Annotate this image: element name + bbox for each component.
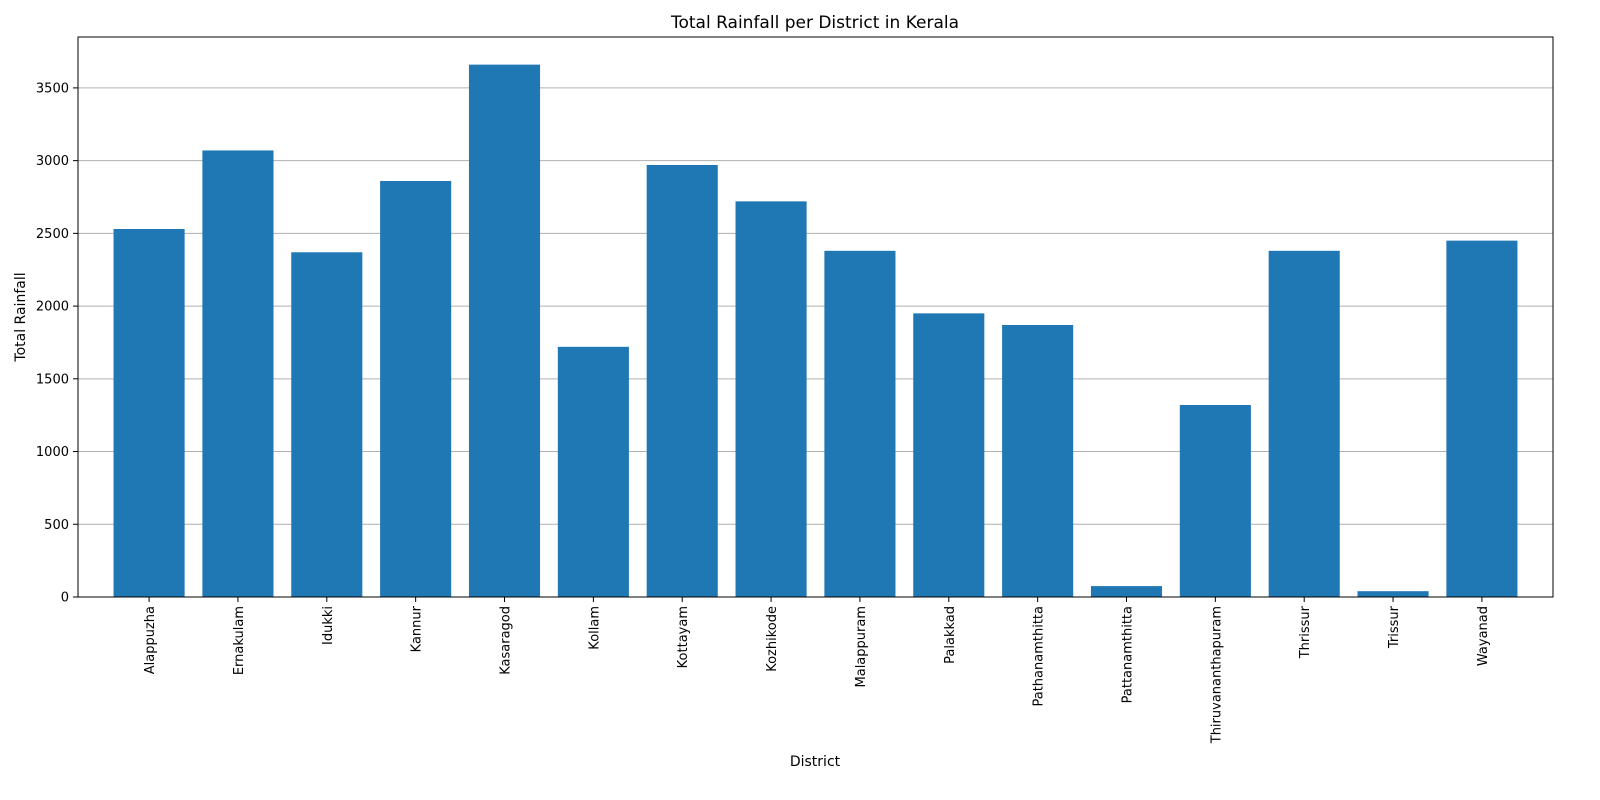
x-tick-label: Ernakulam [232,606,247,675]
bar-ernakulam [202,150,274,598]
x-tick-label: Kannur [410,605,425,652]
y-tick-label: 1500 [36,372,69,387]
bar-kottayam [646,165,718,597]
x-tick-label: Kottayam [676,606,691,668]
x-axis-ticks: Alappuzha Ernakulam Idukki Kannur Kasaragod K… [143,597,1491,744]
chart-title: Total Rainfall per District in Kerala [670,13,959,33]
y-axis-label: Total Rainfall [13,272,29,362]
plot-frame [77,36,1554,598]
bar-idukki [291,252,363,598]
x-tick-label: Thiruvananthapuram [1209,606,1224,744]
x-tick-label: Kollam [587,606,602,650]
x-tick-label: Pattanamthitta [1120,606,1135,703]
bar-pathanamthitta [1002,325,1074,597]
y-axis-ticks: 0 500 1000 1500 2000 2500 3000 3500 [36,81,78,606]
y-tick-label: 2000 [36,300,69,315]
bar-alappuzha [113,229,185,597]
x-tick-label: Malappuram [854,606,869,687]
bar-kozhikode [735,201,807,597]
x-tick-label: Alappuzha [143,606,158,674]
x-tick-label: Thrissur [1298,605,1313,659]
y-tick-label: 500 [44,518,69,533]
x-tick-label: Pathanamthitta [1032,606,1047,707]
bar-kollam [557,346,629,597]
x-tick-label: Idukki [321,606,336,645]
bar-thrissur [1268,250,1340,597]
bar-thiruvananthapuram [1179,405,1251,597]
bar-kasaragod [468,64,541,598]
x-tick-label: Trissur [1387,605,1402,649]
x-tick-label: Wayanad [1476,606,1491,666]
x-tick-label: Kasaragod [499,606,514,675]
bar-malappuram [824,250,896,597]
bar-kannur [380,181,452,597]
x-axis-label: District [790,754,841,770]
y-tick-label: 3500 [36,81,69,96]
bar-wayanad [1446,240,1518,598]
y-tick-label: 2500 [36,227,69,242]
x-tick-label: Palakkad [943,606,958,664]
bar-palakkad [913,313,985,597]
bar-pattanamthitta [1090,586,1163,597]
y-tick-label: 0 [61,591,69,606]
y-tick-label: 3000 [36,154,69,169]
x-tick-label: Kozhikode [765,606,780,672]
bars [113,64,1518,598]
y-tick-label: 1000 [36,445,69,460]
bar-trissur [1357,591,1429,597]
